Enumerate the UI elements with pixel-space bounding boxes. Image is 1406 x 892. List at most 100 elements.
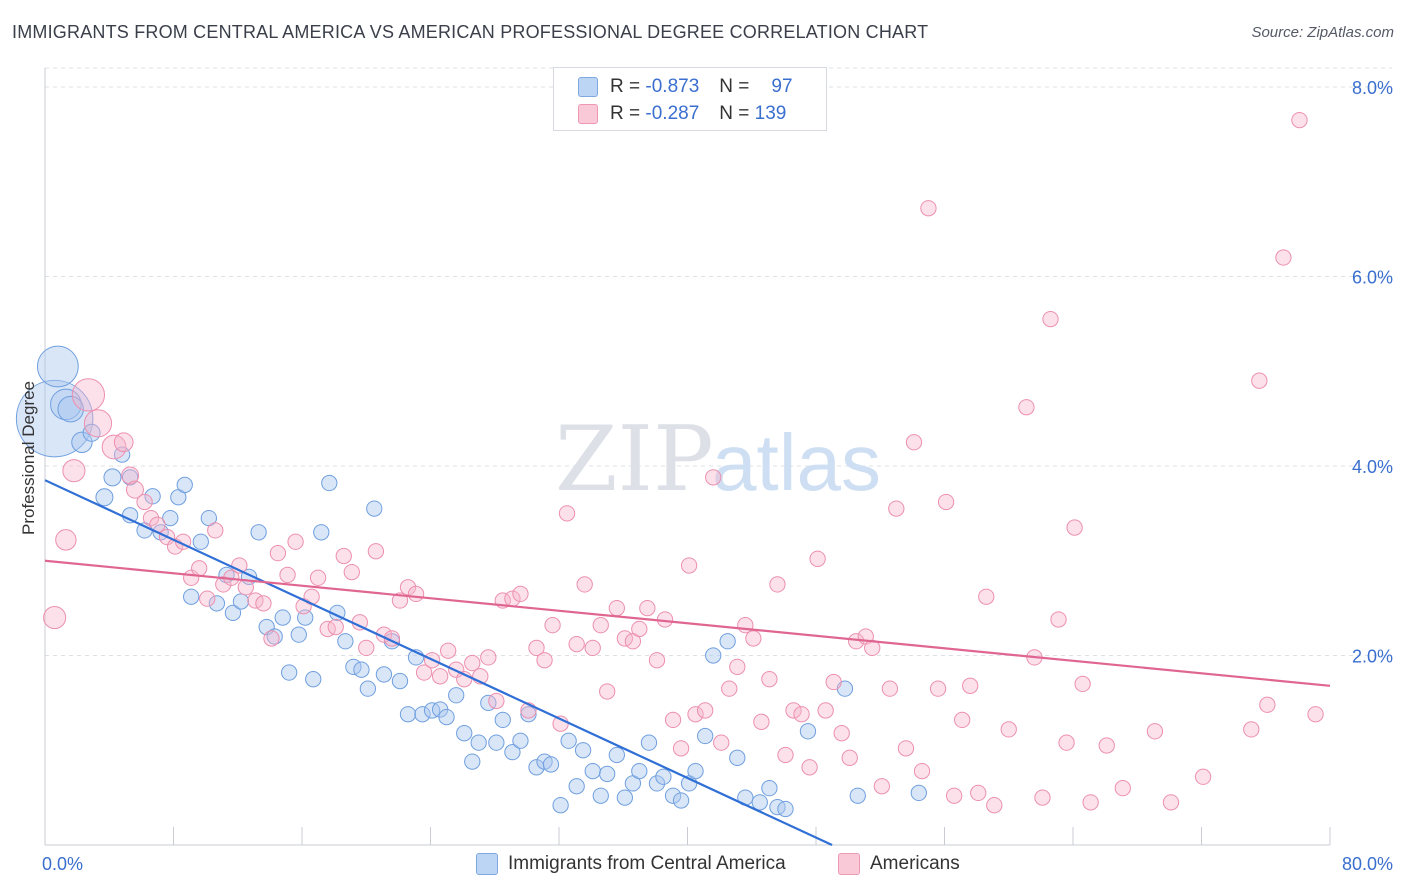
y-tick-label: 6.0% <box>1352 267 1393 287</box>
point-central-america <box>648 775 666 792</box>
legend-swatch-pink <box>838 853 860 875</box>
point-americans <box>1034 789 1051 806</box>
point-americans <box>1114 779 1131 797</box>
point-americans <box>929 680 947 697</box>
point-central-america <box>438 708 455 726</box>
point-americans <box>680 557 698 574</box>
point-americans <box>1146 723 1164 740</box>
point-americans <box>113 432 134 453</box>
point-americans <box>407 585 425 603</box>
point-central-america <box>574 742 592 759</box>
point-americans <box>335 547 352 565</box>
point-americans <box>1162 794 1180 811</box>
point-central-america <box>520 706 537 723</box>
point-americans <box>672 740 690 757</box>
point-americans <box>697 702 714 719</box>
r-value: -0.287 <box>645 103 700 124</box>
point-central-america <box>414 706 431 723</box>
point-central-america <box>608 746 625 764</box>
point-central-america <box>57 395 84 423</box>
point-central-america <box>592 787 609 804</box>
point-central-america <box>183 588 200 605</box>
point-americans <box>319 620 336 638</box>
series-americans <box>43 111 1324 814</box>
point-central-america <box>366 500 383 517</box>
chart-title: IMMIGRANTS FROM CENTRAL AMERICA VS AMERI… <box>12 22 929 42</box>
point-central-america <box>71 431 93 453</box>
y-tick-label: 4.0% <box>1352 457 1393 477</box>
point-americans <box>1058 734 1075 751</box>
trend-lines <box>44 479 1331 846</box>
point-central-america <box>250 524 267 541</box>
point-central-america <box>224 604 242 621</box>
point-americans <box>745 630 762 647</box>
point-americans <box>793 706 810 723</box>
legend-item-americans: Americans <box>838 852 960 876</box>
trend-line-central-america <box>44 479 833 846</box>
point-americans <box>905 434 923 451</box>
r-label: R = <box>610 76 641 97</box>
point-americans <box>287 533 304 550</box>
watermark-atlas: atlas <box>712 418 881 507</box>
point-central-america <box>599 765 616 783</box>
point-central-america <box>232 593 250 610</box>
point-americans <box>761 671 778 688</box>
point-americans <box>954 711 971 729</box>
point-americans <box>544 617 561 634</box>
point-central-america <box>910 784 927 802</box>
point-central-america <box>640 734 658 751</box>
point-americans <box>207 522 224 539</box>
point-central-america <box>616 789 634 806</box>
trend-line-americans <box>44 559 1331 687</box>
point-americans <box>269 545 287 562</box>
point-americans <box>592 617 609 634</box>
point-central-america <box>103 468 122 487</box>
point-central-america <box>512 732 529 749</box>
point-americans <box>191 560 208 577</box>
point-central-america <box>359 680 377 697</box>
n-value: 97 <box>771 76 793 97</box>
r-value: -0.873 <box>645 76 700 97</box>
point-americans <box>279 566 296 584</box>
point-central-america <box>719 633 736 650</box>
point-americans <box>1251 372 1268 389</box>
point-central-america <box>313 524 330 541</box>
point-americans <box>488 692 505 710</box>
point-americans <box>705 469 722 486</box>
point-central-america <box>705 647 722 664</box>
point-americans <box>71 378 106 412</box>
point-americans <box>664 711 682 729</box>
point-central-america <box>281 664 298 681</box>
point-central-america <box>456 725 473 742</box>
point-americans <box>367 543 385 560</box>
point-central-america <box>560 732 577 749</box>
point-americans <box>833 725 850 742</box>
point-central-america <box>391 672 409 690</box>
point-americans <box>639 599 656 617</box>
point-central-america <box>504 743 521 761</box>
point-americans <box>1291 111 1308 129</box>
series-central-america <box>15 345 927 818</box>
point-americans <box>199 590 216 607</box>
point-americans <box>536 652 553 669</box>
point-americans <box>415 664 433 681</box>
y-axis-label: Professional Degree <box>19 381 38 535</box>
point-americans <box>599 683 616 700</box>
point-americans <box>528 639 545 657</box>
y-tick-label: 2.0% <box>1352 646 1393 666</box>
y-tick-label: 8.0% <box>1352 78 1393 98</box>
point-americans <box>897 740 915 757</box>
point-americans <box>1050 611 1067 628</box>
point-americans <box>101 434 127 460</box>
point-central-america <box>375 666 393 683</box>
point-americans <box>888 500 905 517</box>
point-americans <box>83 409 113 438</box>
point-americans <box>480 649 497 666</box>
point-americans <box>584 639 601 657</box>
correlation-legend: R = -0.873 N = 97 R = -0.287 N = 139 <box>553 67 827 131</box>
source-label: Source: ZipAtlas.com <box>1251 24 1394 41</box>
point-americans <box>1259 696 1276 713</box>
point-central-america <box>631 762 648 780</box>
point-central-america <box>664 787 682 804</box>
tick-labels: 2.0% 4.0% 6.0% 8.0% 0.0% 80.0% <box>42 78 1393 874</box>
